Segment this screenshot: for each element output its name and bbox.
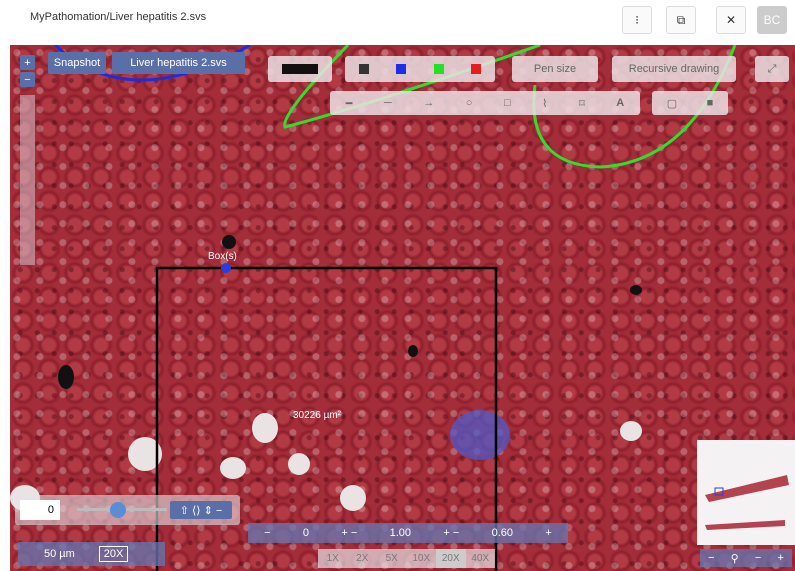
scale-label: 50 µm bbox=[44, 548, 75, 560]
rotation-panel: 0 ⇧ ⟨⟩ ⇕ − bbox=[15, 495, 240, 525]
zoom-level[interactable]: 20X bbox=[436, 549, 466, 568]
fullscreen[interactable]: ⤢ bbox=[755, 56, 789, 82]
image-adjust: −0 + − 1.00 + − 0.60 + bbox=[248, 523, 568, 543]
text-tool[interactable]: A bbox=[616, 97, 625, 109]
snapshot-button[interactable]: Snapshot bbox=[48, 52, 106, 74]
erase-tools[interactable]: ▢ ■ bbox=[652, 91, 728, 115]
zoom-level[interactable]: 5X bbox=[385, 553, 398, 564]
pen-size[interactable]: Pen size bbox=[512, 56, 598, 82]
recursive-drawing[interactable]: Recursive drawing bbox=[612, 56, 736, 82]
zoom-level[interactable]: 10X bbox=[412, 553, 431, 564]
menu-button[interactable]: ⁝ bbox=[622, 6, 652, 34]
title: MyPathomation/Liver hepatitis 2.svs bbox=[30, 11, 207, 23]
zoom-in[interactable]: + bbox=[20, 55, 35, 70]
zoom-out[interactable]: − bbox=[20, 72, 35, 87]
zoom-level[interactable]: 2X bbox=[356, 553, 369, 564]
scale-bar: 50 µm 20X bbox=[18, 542, 165, 566]
brightness-value[interactable]: 0 bbox=[302, 527, 310, 539]
line-style[interactable] bbox=[268, 56, 332, 82]
contrast-value[interactable]: 1.00 bbox=[389, 527, 412, 539]
gamma-value[interactable]: 0.60 bbox=[491, 527, 514, 539]
box-annotation[interactable] bbox=[155, 266, 498, 571]
minimap[interactable] bbox=[697, 440, 795, 545]
zoom-level[interactable]: 1X bbox=[326, 553, 339, 564]
copy-button[interactable]: ⧉ bbox=[666, 6, 696, 34]
avatar[interactable]: BC bbox=[757, 6, 787, 34]
rotation-input[interactable]: 0 bbox=[20, 500, 60, 520]
area-label: 30226 µm² bbox=[293, 410, 342, 421]
box-label: Box(s) bbox=[208, 251, 237, 262]
color-picker[interactable] bbox=[345, 56, 495, 82]
drawing-tools[interactable]: ━ ─ → ○ □ ⌇ ⌑ A bbox=[330, 91, 640, 115]
zoom-level[interactable]: 40X bbox=[471, 553, 490, 564]
minimap-controls[interactable]: − ⚲ − + bbox=[700, 549, 792, 567]
slide-viewer[interactable]: Box(s) 30226 µm² bbox=[10, 45, 795, 571]
zoom-levels: 1X 2X 5X 10X 20X 40X bbox=[318, 549, 495, 568]
file-dropdown[interactable]: Liver hepatitis 2.svs bbox=[112, 52, 245, 74]
magnification[interactable]: 20X bbox=[98, 546, 129, 562]
zoom-slider[interactable] bbox=[20, 95, 35, 265]
annotation-layer bbox=[53, 45, 737, 571]
rotation-buttons[interactable]: ⇧ ⟨⟩ ⇕ − bbox=[170, 501, 232, 519]
close-button[interactable]: ✕ bbox=[716, 6, 746, 34]
